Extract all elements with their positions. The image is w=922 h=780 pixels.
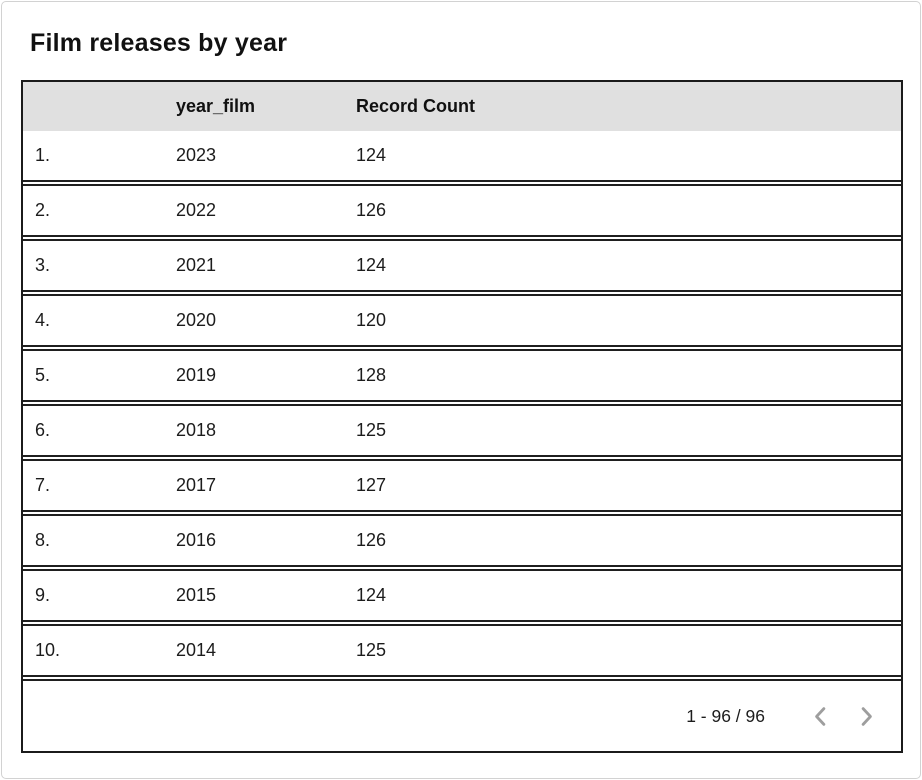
cell-year-film: 2017 — [176, 475, 217, 495]
pagination-prev-button[interactable] — [797, 693, 843, 739]
row-number: 7. — [35, 475, 51, 495]
row-number: 9. — [35, 585, 51, 605]
table-row: 3. 2021 124 — [23, 239, 901, 292]
pagination-next-button[interactable] — [843, 693, 889, 739]
cell-record-count: 127 — [356, 475, 387, 495]
table-row: 10. 2014 125 — [23, 624, 901, 677]
table-row: 1. 2023 124 — [23, 131, 901, 182]
chevron-left-path — [814, 706, 825, 726]
table-row: 4. 2020 120 — [23, 294, 901, 347]
cell-year-film: 2014 — [176, 640, 217, 660]
table-row: 9. 2015 124 — [23, 569, 901, 622]
data-table: year_film Record Count 1. 2023 124 2. 20… — [21, 80, 903, 753]
table-row: 7. 2017 127 — [23, 459, 901, 512]
cell-record-count: 124 — [356, 145, 387, 165]
chevron-right-path — [861, 706, 872, 726]
header-cell-record-count: Record Count — [356, 96, 475, 116]
header-cell-year-film: year_film — [176, 96, 256, 116]
table-row: 6. 2018 125 — [23, 404, 901, 457]
row-number: 5. — [35, 365, 51, 385]
table-row: 2. 2022 126 — [23, 184, 901, 237]
cell-year-film: 2020 — [176, 310, 217, 330]
table-row: 5. 2019 128 — [23, 349, 901, 402]
cell-year-film: 2023 — [176, 145, 217, 165]
cell-record-count: 120 — [356, 310, 387, 330]
row-number: 4. — [35, 310, 51, 330]
cell-record-count: 126 — [356, 530, 387, 550]
table-header-row: year_film Record Count — [23, 82, 901, 131]
cell-year-film: 2018 — [176, 420, 217, 440]
table-footer: 1 - 96 / 96 — [23, 679, 901, 751]
row-number: 10. — [35, 640, 61, 660]
row-number: 1. — [35, 145, 51, 165]
chevron-right-icon — [861, 706, 872, 726]
row-number: 6. — [35, 420, 51, 440]
row-number: 8. — [35, 530, 51, 550]
cell-record-count: 124 — [356, 255, 387, 275]
cell-record-count: 125 — [356, 420, 387, 440]
cell-record-count: 126 — [356, 200, 387, 220]
cell-year-film: 2016 — [176, 530, 217, 550]
table-row: 8. 2016 126 — [23, 514, 901, 567]
cell-year-film: 2021 — [176, 255, 217, 275]
row-number: 2. — [35, 200, 51, 220]
chevron-left-icon — [814, 706, 825, 726]
cell-record-count: 124 — [356, 585, 387, 605]
cell-record-count: 128 — [356, 365, 387, 385]
cell-year-film: 2019 — [176, 365, 217, 385]
pagination-range: 1 - 96 / 96 — [686, 705, 765, 726]
row-number: 3. — [35, 255, 51, 275]
cell-year-film: 2015 — [176, 585, 217, 605]
cell-year-film: 2022 — [176, 200, 217, 220]
chart-title: Film releases by year — [30, 29, 288, 57]
cell-record-count: 125 — [356, 640, 387, 660]
